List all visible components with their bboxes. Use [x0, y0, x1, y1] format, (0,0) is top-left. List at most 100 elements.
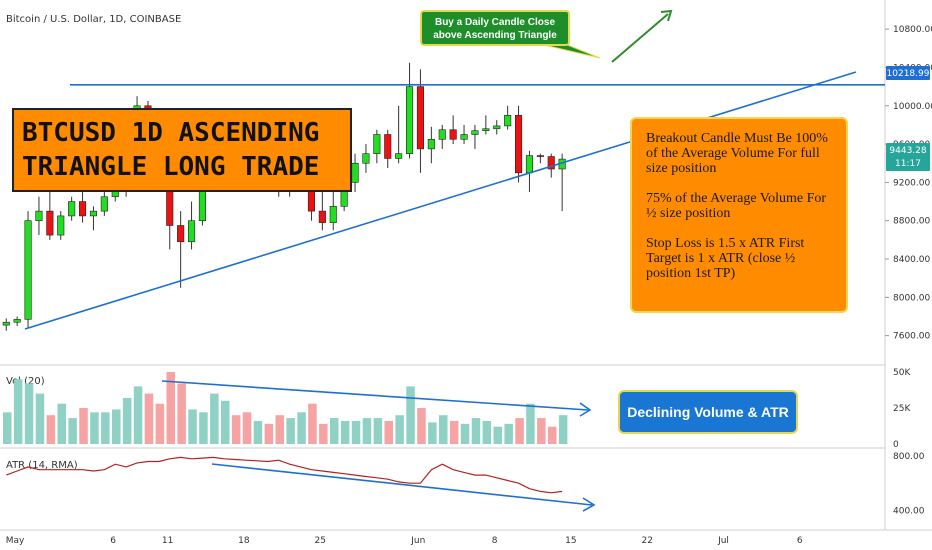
volume-bar	[199, 412, 208, 444]
candle-body	[471, 130, 479, 135]
time-tick-label: 6	[797, 536, 803, 546]
time-tick-label: 18	[238, 536, 250, 546]
candle-body	[68, 201, 76, 217]
time-tick-label: 22	[641, 536, 652, 546]
volume-bar	[90, 412, 99, 444]
time-tick-label: May	[6, 536, 25, 546]
volume-bar	[24, 383, 34, 444]
candle-body	[395, 153, 403, 159]
atr-label: ATR (14, RMA)	[6, 460, 78, 471]
time-tick-label: 15	[565, 536, 576, 546]
candle-body	[514, 115, 523, 174]
volume-bar	[112, 409, 121, 444]
buy-callout[interactable]: Buy a Daily Candle Close above Ascending…	[420, 10, 570, 46]
candle-body	[329, 206, 337, 223]
volume-bar	[68, 418, 77, 444]
time-tick-label: 11	[162, 536, 173, 546]
candle-body	[35, 210, 43, 222]
note-paragraph: Stop Loss is 1.5 x ATR First Target is 1…	[646, 236, 805, 281]
countdown-text: 11:17	[895, 159, 921, 169]
candle-body	[46, 210, 54, 236]
candle-body	[89, 210, 97, 217]
time-tick-label: 6	[110, 536, 116, 546]
volume-bar	[57, 403, 66, 444]
buy-callout-line-1: Buy a Daily Candle Close	[434, 17, 556, 28]
volume-bar	[297, 412, 306, 444]
candle-body	[24, 220, 32, 320]
breakout-arrow-head	[660, 9, 673, 22]
time-tick-label: Jun	[410, 536, 425, 546]
volume-bar	[188, 409, 197, 444]
time-tick-label: Jul	[717, 536, 729, 546]
resistance-price-tag	[886, 66, 930, 80]
candle-body	[449, 129, 457, 140]
atr-tick-label: 400.00	[893, 506, 925, 516]
candle-body	[373, 134, 381, 154]
volume-bar	[13, 379, 23, 444]
volume-bar	[144, 393, 154, 444]
volume-bar	[308, 403, 317, 444]
breakout-arrow[interactable]	[611, 13, 669, 63]
price-tick-label: 8000.00	[893, 293, 930, 303]
last-price-tag	[886, 143, 930, 171]
price-tick-label: 8800.00	[893, 217, 930, 227]
volume-bar	[133, 386, 143, 444]
symbol-header: Bitcoin / U.S. Dollar, 1D, COINBASE	[6, 14, 181, 25]
note-paragraph: 75% of the Average Volume For ½ size pos…	[646, 191, 827, 221]
volume-bar	[504, 423, 513, 444]
volume-bar	[253, 420, 263, 444]
volume-bar	[319, 423, 328, 444]
volume-bar	[362, 418, 372, 444]
volume-bar	[340, 420, 350, 444]
time-tick-label: 25	[314, 536, 325, 546]
volume-bar	[166, 372, 175, 444]
buy-callout-line-2: above Ascending Triangle	[433, 30, 557, 41]
candle-body	[493, 125, 501, 130]
atr-axis: 800.00 400.00	[893, 452, 925, 516]
volume-tick-label: 50K	[893, 368, 911, 378]
atr-trendline[interactable]	[211, 463, 593, 506]
volume-bar	[384, 420, 393, 444]
volume-bar	[46, 415, 56, 444]
volume-bar	[286, 418, 295, 444]
volume-bar	[351, 420, 361, 444]
price-tick-label: 10800.00	[893, 25, 932, 35]
candle-body	[2, 321, 10, 326]
volume-bar	[449, 420, 459, 444]
atr-tick-label: 800.00	[893, 452, 925, 462]
candle-body	[536, 155, 544, 157]
volume-bar	[558, 415, 568, 444]
volume-bar	[275, 415, 284, 444]
volume-bar	[439, 415, 448, 444]
volume-bar	[221, 400, 230, 444]
note-paragraph: Breakout Candle Must Be 100% of the Aver…	[646, 131, 828, 176]
volume-bar	[493, 426, 502, 444]
candle-body	[362, 153, 370, 164]
ascending-support-line[interactable]	[24, 71, 857, 330]
candle-body	[384, 134, 392, 159]
volume-label: Vol (20)	[6, 376, 45, 387]
time-axis[interactable]: May 6 11 18 25 Jun 8 15 22 Jul 6	[6, 536, 803, 546]
declining-volume-callout[interactable]: Declining Volume & ATR	[618, 390, 798, 434]
volume-bar	[155, 403, 165, 444]
volume-bar	[482, 420, 492, 444]
volume-trendline[interactable]	[161, 380, 589, 411]
trade-rules-note[interactable]: Breakout Candle Must Be 100% of the Aver…	[630, 117, 848, 313]
price-tick-label: 10000.00	[893, 102, 932, 112]
candle-body	[177, 225, 185, 243]
volume-bar	[395, 415, 404, 444]
candle-body	[351, 162, 359, 183]
title-banner: BTCUSD 1D ASCENDING TRIANGLE LONG TRADE	[12, 108, 352, 192]
volume-bar	[101, 412, 110, 444]
price-tick-label: 9200.00	[893, 178, 930, 188]
candle-body	[188, 220, 196, 243]
resistance-price-text: 10218.99	[887, 69, 930, 79]
candle-body	[79, 201, 87, 217]
volume-bar	[210, 393, 219, 444]
volume-bar	[330, 418, 339, 444]
volume-axis: 50K 25K 0	[893, 368, 911, 450]
volume-bar	[417, 408, 426, 444]
candle-body	[57, 215, 65, 236]
volume-bar	[373, 418, 383, 444]
volume-bar	[79, 408, 88, 444]
